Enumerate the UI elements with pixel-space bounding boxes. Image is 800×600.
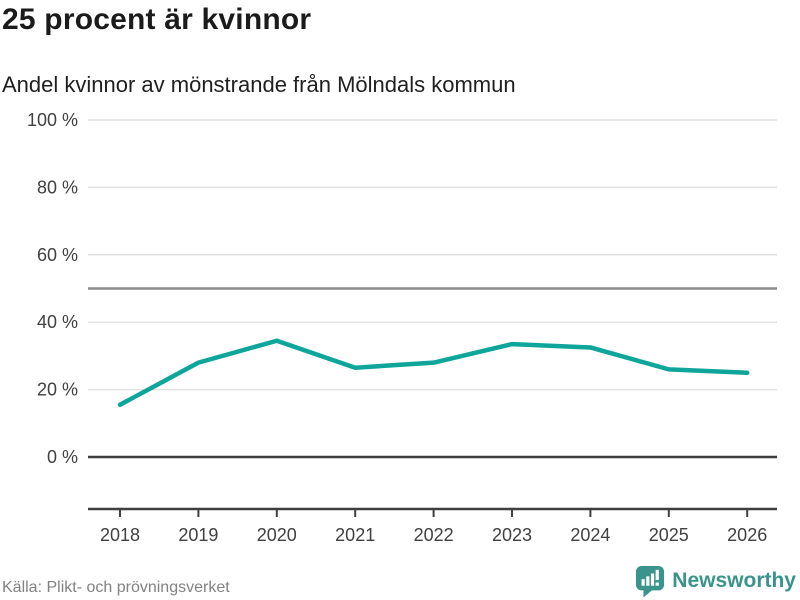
x-tick-label-2026: 2026 bbox=[727, 525, 767, 545]
x-tick-label-2024: 2024 bbox=[570, 525, 610, 545]
newsworthy-logo-text: Newsworthy bbox=[672, 569, 796, 592]
chart-subtitle: Andel kvinnor av mönstrande från Mölndal… bbox=[2, 72, 516, 97]
x-tick-label-2020: 2020 bbox=[257, 525, 297, 545]
newsworthy-logo: Newsworthy bbox=[635, 564, 796, 598]
logo-bubble-shape bbox=[636, 565, 665, 597]
y-tick-label-100: 100 % bbox=[27, 110, 78, 130]
y-tick-label-60: 60 % bbox=[37, 245, 78, 265]
logo-bar-1 bbox=[641, 578, 646, 586]
chart-title: 25 procent är kvinnor bbox=[2, 3, 312, 36]
logo-bar-2 bbox=[646, 575, 650, 586]
logo-exclamation-bar bbox=[655, 569, 660, 580]
data-line-andel-kvinnor bbox=[117, 338, 750, 408]
x-tick-label-2018: 2018 bbox=[100, 525, 140, 545]
logo-bar-3 bbox=[651, 573, 655, 586]
y-tick-label-40: 40 % bbox=[37, 312, 78, 332]
x-tick-label-2019: 2019 bbox=[178, 525, 218, 545]
logo-exclamation-dot bbox=[655, 582, 660, 586]
x-tick-label-2023: 2023 bbox=[492, 525, 532, 545]
source-text: Källa: Plikt- och prövningsverket bbox=[2, 579, 230, 596]
y-tick-label-20: 20 % bbox=[37, 380, 78, 400]
x-tick-label-2021: 2021 bbox=[335, 525, 375, 545]
y-tick-label-0: 0 % bbox=[47, 447, 78, 467]
x-tick-label-2025: 2025 bbox=[649, 525, 689, 545]
newsworthy-logo-icon bbox=[636, 565, 665, 597]
y-tick-label-80: 80 % bbox=[37, 177, 78, 197]
x-tick-label-2022: 2022 bbox=[414, 525, 454, 545]
